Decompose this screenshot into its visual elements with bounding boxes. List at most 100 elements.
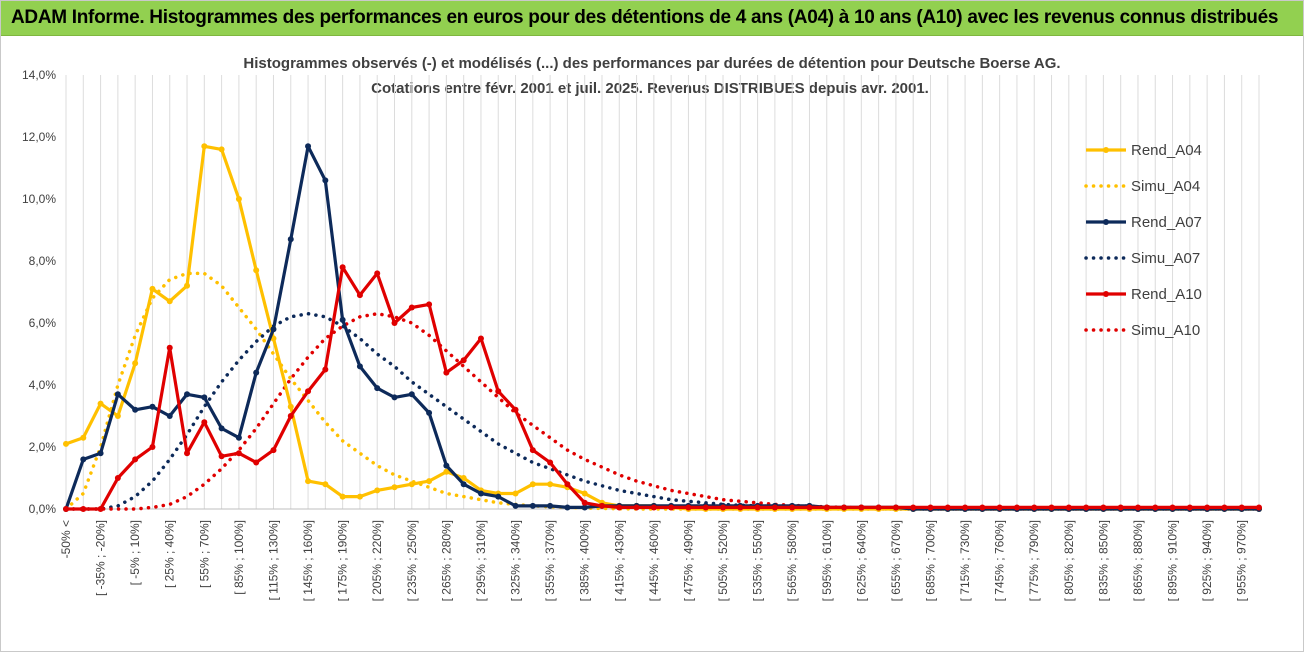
x-tick-label: [ 775% ; 790%] — [1027, 520, 1041, 601]
data-point — [218, 146, 225, 153]
legend-label: Rend_A04 — [1131, 142, 1202, 159]
data-point — [149, 403, 156, 410]
data-point — [443, 468, 450, 475]
x-tick-label: [ 265% ; 280%] — [439, 520, 453, 601]
data-point — [235, 450, 242, 457]
data-point — [581, 499, 588, 506]
legend-marker — [1103, 147, 1109, 153]
data-point — [235, 196, 242, 202]
legend: Rend_A04 Simu_A04 Rend_A07 Simu_A07 Rend_A10… — [1084, 142, 1202, 339]
legend-label: Simu_A10 — [1131, 322, 1200, 339]
data-point — [1186, 504, 1193, 511]
data-point — [685, 504, 692, 511]
y-tick-label: 2,0% — [29, 440, 57, 454]
x-tick-label: [ 205% ; 220%] — [370, 520, 384, 601]
data-point — [771, 504, 778, 511]
data-point — [720, 504, 727, 511]
x-tick-label: [ 25% ; 40%] — [163, 520, 177, 588]
data-point — [944, 504, 951, 511]
legend-marker — [1103, 219, 1109, 225]
data-point — [858, 504, 865, 511]
data-point — [287, 236, 294, 243]
data-point — [529, 502, 536, 509]
data-point — [356, 292, 363, 299]
data-point — [927, 504, 934, 511]
data-point — [477, 335, 484, 342]
series-layer — [63, 143, 1262, 512]
data-point — [63, 506, 69, 512]
x-tick-label: [ 325% ; 340%] — [509, 520, 523, 601]
x-tick-label: [ 655% ; 670%] — [889, 520, 903, 601]
legend-item-Simu_A10: Simu_A10 — [1084, 322, 1200, 339]
x-tick-label: -50% < — [59, 520, 73, 558]
y-axis: 0,0% 2,0% 4,0% 6,0% 8,0% 10,0% 12,0% 14,0% — [22, 68, 56, 516]
x-tick-label: [ 865% ; 880%] — [1131, 520, 1145, 601]
data-point — [114, 475, 121, 481]
data-point — [184, 282, 191, 289]
data-point — [218, 453, 225, 460]
data-point — [166, 344, 173, 351]
data-point — [305, 143, 312, 150]
y-tick-label: 12,0% — [22, 130, 56, 144]
data-point — [201, 394, 208, 401]
data-point — [97, 400, 104, 407]
data-point — [132, 456, 139, 463]
data-point — [132, 406, 139, 413]
data-point — [80, 506, 87, 512]
data-point — [650, 504, 657, 511]
data-point — [529, 447, 536, 454]
chart-title: Histogrammes observés (-) et modélisés (… — [243, 55, 1060, 72]
data-point — [1152, 504, 1159, 511]
x-tick-label: [ 55% ; 70%] — [197, 520, 211, 588]
data-point — [495, 388, 502, 395]
x-tick-label: [ 625% ; 640%] — [854, 520, 868, 601]
data-point — [460, 481, 467, 488]
data-point — [1048, 504, 1055, 511]
data-point — [287, 413, 294, 419]
data-point — [806, 504, 813, 511]
x-tick-label: [ 505% ; 520%] — [716, 520, 730, 601]
legend-item-Rend_A10: Rend_A10 — [1086, 286, 1202, 303]
data-point — [1256, 504, 1262, 511]
data-point — [339, 493, 346, 500]
legend-label: Rend_A07 — [1131, 214, 1202, 231]
data-point — [979, 504, 986, 511]
legend-label: Simu_A07 — [1131, 250, 1200, 267]
data-point — [270, 447, 277, 454]
data-point — [287, 403, 294, 410]
data-point — [374, 385, 381, 392]
data-point — [201, 419, 208, 426]
data-point — [823, 504, 830, 511]
header-title: ADAM Informe. Histogrammes des performan… — [11, 7, 1279, 28]
legend-item-Rend_A04: Rend_A04 — [1086, 142, 1202, 159]
data-point — [962, 504, 969, 511]
data-point — [374, 270, 381, 277]
data-point — [547, 481, 554, 488]
x-tick-label: [ 895% ; 910%] — [1166, 520, 1180, 601]
series-line-Simu_A04 — [64, 271, 1261, 511]
data-point — [512, 502, 519, 509]
data-point — [426, 301, 433, 308]
data-point — [754, 504, 761, 511]
data-point — [305, 388, 312, 395]
data-point — [460, 475, 467, 481]
data-point — [477, 490, 484, 497]
data-point — [633, 504, 640, 511]
data-point — [529, 481, 536, 488]
data-point — [408, 304, 415, 311]
data-point — [426, 478, 433, 485]
data-point — [547, 459, 554, 466]
series-line-Rend_A10 — [66, 265, 1259, 511]
data-point — [1013, 504, 1020, 511]
data-point — [892, 504, 899, 511]
x-tick-label: [ 955% ; 970%] — [1235, 520, 1249, 601]
data-point — [512, 406, 519, 413]
x-tick-label: [ 145% ; 160%] — [301, 520, 315, 601]
x-tick-label: [ -35% ; -20%] — [94, 520, 108, 596]
x-tick-label: [ 925% ; 940%] — [1200, 520, 1214, 601]
data-point — [391, 320, 398, 326]
data-point — [841, 504, 848, 511]
data-point — [789, 504, 796, 511]
